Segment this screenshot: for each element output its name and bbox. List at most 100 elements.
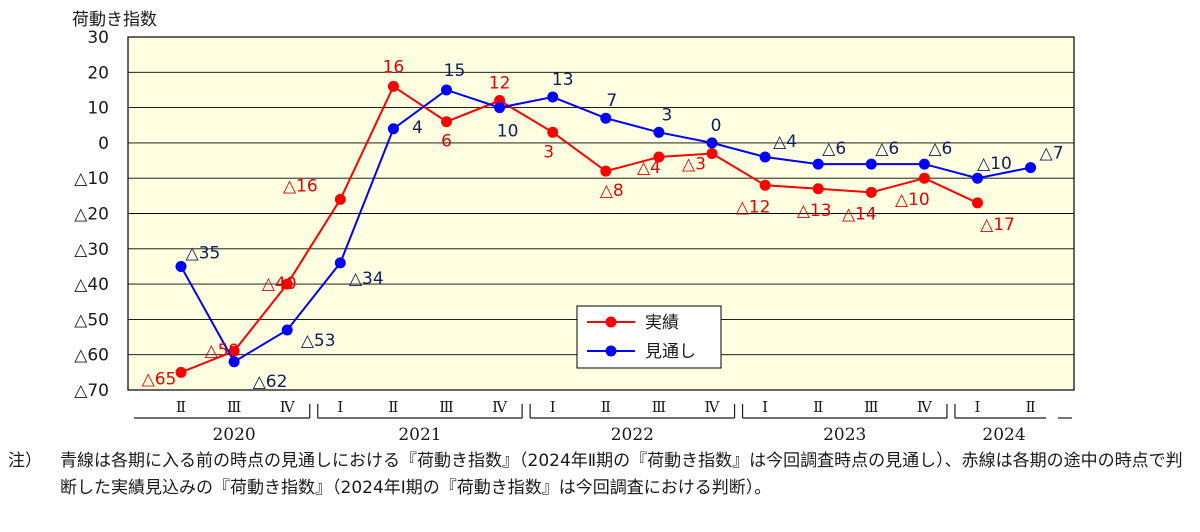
data-point-blue: [334, 257, 346, 269]
y-tick-label: 0: [98, 134, 109, 154]
y-tick-label: 20: [87, 63, 109, 83]
footnote-mark: 注）: [8, 451, 42, 471]
data-label-red: △12: [736, 197, 771, 217]
data-label-red: △3: [682, 154, 706, 174]
data-point-blue: [228, 356, 240, 368]
data-label-blue: 7: [606, 91, 617, 111]
data-label-red: △16: [283, 176, 318, 196]
x-tick-label: Ⅱ: [1025, 398, 1035, 416]
data-point-blue: [918, 158, 930, 170]
data-label-blue: △6: [875, 139, 899, 159]
data-point-blue: [972, 172, 983, 184]
data-label-red: △14: [842, 204, 877, 224]
data-point-red: [972, 197, 983, 209]
footnote-text: 青線は各期に入る前の時点の見通しにおける『荷動き指数』（2024年Ⅱ期の『荷動き…: [60, 451, 1183, 498]
data-point-red: [600, 165, 612, 177]
legend-label-red: 実績: [645, 313, 679, 333]
data-label-blue: △6: [822, 139, 846, 159]
data-point-red: [812, 183, 824, 195]
data-label-red: 3: [543, 142, 554, 162]
year-label: 2024: [982, 425, 1025, 445]
data-point-blue: [653, 126, 665, 138]
data-label-red: 16: [383, 57, 405, 77]
x-tick-label: Ⅲ: [864, 398, 878, 416]
data-point-red: [653, 151, 665, 163]
data-label-blue: 10: [497, 122, 519, 142]
data-label-red: △10: [895, 190, 930, 210]
x-tick-label: Ⅱ: [176, 398, 186, 416]
data-label-red: △65: [142, 369, 177, 389]
x-tick-label: Ⅱ: [813, 398, 823, 416]
data-point-blue: [441, 84, 452, 96]
y-axis-title: 荷動き指数: [72, 10, 157, 30]
data-point-blue: [1025, 162, 1037, 174]
x-tick-label: Ⅳ: [917, 398, 933, 416]
data-label-red: 6: [441, 132, 452, 152]
data-label-red: △13: [797, 201, 832, 221]
y-tick-label: 30: [87, 28, 109, 48]
data-point-blue: [706, 137, 718, 149]
series-group: [175, 80, 1037, 378]
data-point-blue: [175, 260, 187, 272]
y-tick-label: △20: [74, 205, 109, 225]
y-tick-label: △40: [74, 275, 109, 295]
data-point-red: [865, 186, 877, 198]
data-label-red: △59: [205, 341, 240, 361]
legend-label-blue: 見通し: [645, 342, 696, 362]
x-tick-label: Ⅰ: [762, 398, 768, 416]
data-point-blue: [600, 112, 612, 124]
data-label-red: △17: [980, 215, 1015, 235]
data-point-blue: [865, 158, 877, 170]
data-point-red: [281, 278, 293, 290]
data-point-red: [918, 172, 930, 184]
legend-marker-red: [605, 316, 617, 328]
data-point-red: [759, 179, 771, 191]
x-tick-label: Ⅲ: [227, 398, 241, 416]
year-label: 2022: [611, 425, 654, 445]
year-label: 2021: [398, 425, 441, 445]
y-tick-label: △10: [74, 169, 109, 189]
data-label-blue: △62: [253, 372, 288, 392]
data-point-red: [175, 366, 187, 378]
data-label-blue: △6: [928, 139, 952, 159]
x-tick-label: Ⅲ: [439, 398, 453, 416]
data-label-blue: △34: [349, 269, 384, 289]
y-tick-label: △30: [74, 240, 109, 260]
legend: 実績 見通し: [576, 305, 722, 369]
data-label-blue: 3: [661, 105, 672, 125]
data-point-red: [441, 116, 452, 128]
data-point-red: [334, 193, 346, 205]
data-label-blue: △4: [773, 132, 797, 152]
x-axis: Ⅱ Ⅲ Ⅳ Ⅰ Ⅱ Ⅲ Ⅳ Ⅰ Ⅱ Ⅲ Ⅳ Ⅰ Ⅱ Ⅲ Ⅳ Ⅰ Ⅱ 2020 2021 2022 2023 2024: [134, 398, 1072, 445]
data-point-blue: [387, 123, 399, 135]
data-point-blue: [547, 91, 559, 103]
data-point-blue: [494, 102, 506, 114]
data-label-red: △8: [600, 181, 624, 201]
data-point-blue: [281, 324, 293, 336]
data-label-blue: 0: [711, 116, 722, 136]
legend-box: [576, 305, 722, 369]
data-point-red: [547, 126, 559, 138]
y-tick-label: 10: [87, 99, 109, 119]
data-label-blue: △35: [186, 243, 221, 263]
x-tick-label: Ⅰ: [975, 398, 981, 416]
data-label-blue: △7: [1040, 144, 1064, 164]
x-tick-label: Ⅱ: [601, 398, 611, 416]
data-point-red: [387, 80, 399, 92]
year-label: 2023: [823, 425, 866, 445]
y-tick-label: △70: [74, 381, 109, 401]
x-tick-label: Ⅳ: [492, 398, 508, 416]
legend-marker-blue: [605, 345, 617, 357]
data-point-red: [706, 147, 718, 159]
data-label-blue: 4: [412, 118, 423, 138]
data-labels: △65 △59 △40 △16 16 6 12 3 △8 △4 △3 △12 △13 △14 △10 △17 △…: [142, 57, 1064, 391]
data-label-red: △40: [262, 274, 297, 294]
x-tick-label: Ⅳ: [705, 398, 721, 416]
x-tick-label: Ⅰ: [550, 398, 556, 416]
data-point-blue: [812, 158, 824, 170]
data-label-blue: 13: [552, 70, 574, 90]
year-label: 2020: [212, 425, 255, 445]
x-tick-label: Ⅲ: [652, 398, 666, 416]
data-label-blue: △53: [301, 331, 336, 351]
data-label-red: 12: [489, 74, 511, 94]
